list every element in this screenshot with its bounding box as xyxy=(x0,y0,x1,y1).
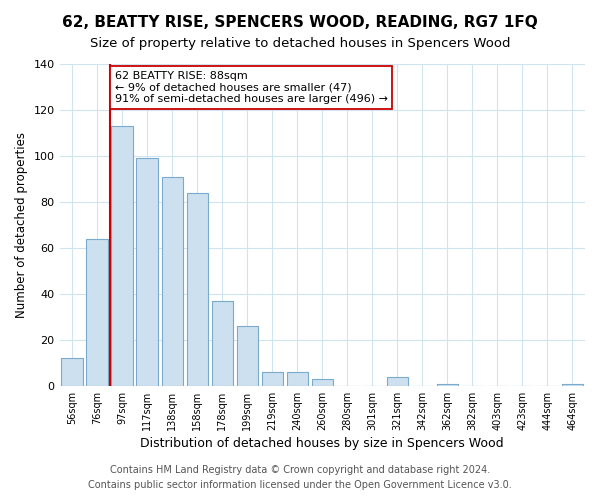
Text: Size of property relative to detached houses in Spencers Wood: Size of property relative to detached ho… xyxy=(90,38,510,51)
Bar xyxy=(136,158,158,386)
Bar xyxy=(212,301,233,386)
Bar xyxy=(287,372,308,386)
Bar xyxy=(387,376,408,386)
Bar xyxy=(61,358,83,386)
Bar xyxy=(562,384,583,386)
Bar xyxy=(262,372,283,386)
Text: 62 BEATTY RISE: 88sqm
← 9% of detached houses are smaller (47)
91% of semi-detac: 62 BEATTY RISE: 88sqm ← 9% of detached h… xyxy=(115,71,388,104)
Bar xyxy=(86,239,108,386)
Text: Contains HM Land Registry data © Crown copyright and database right 2024.
Contai: Contains HM Land Registry data © Crown c… xyxy=(88,465,512,490)
Bar xyxy=(161,176,183,386)
Bar xyxy=(311,379,333,386)
Text: 62, BEATTY RISE, SPENCERS WOOD, READING, RG7 1FQ: 62, BEATTY RISE, SPENCERS WOOD, READING,… xyxy=(62,15,538,30)
Bar xyxy=(187,193,208,386)
Bar xyxy=(437,384,458,386)
Bar xyxy=(112,126,133,386)
X-axis label: Distribution of detached houses by size in Spencers Wood: Distribution of detached houses by size … xyxy=(140,437,504,450)
Y-axis label: Number of detached properties: Number of detached properties xyxy=(15,132,28,318)
Bar xyxy=(236,326,258,386)
